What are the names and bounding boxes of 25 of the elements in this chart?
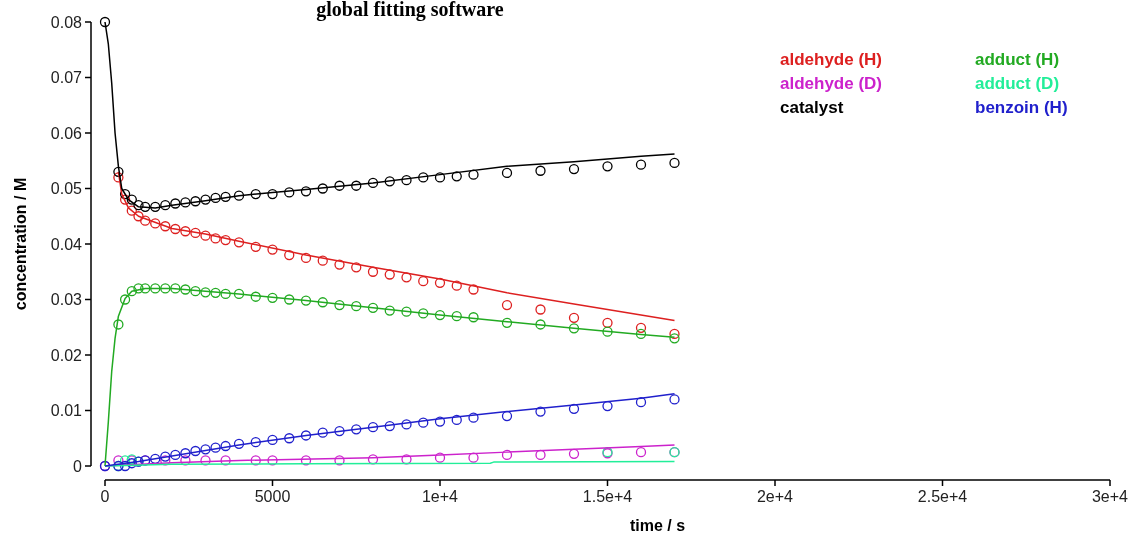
text: aldehyde (D) xyxy=(780,74,883,93)
y-tick-label: 0.01 xyxy=(50,402,83,420)
x-axis-title: time / s xyxy=(629,517,686,534)
chart-title: global fitting software xyxy=(316,0,504,21)
x-tick-label: 1.5e+4 xyxy=(582,488,633,505)
x-tick-label: 1e+4 xyxy=(421,488,459,505)
x-tick-label: 2e+4 xyxy=(756,488,794,505)
text: benzoin (H) xyxy=(975,98,1068,117)
x-tick-label: 3e+4 xyxy=(1091,488,1129,505)
text: adduct (H) xyxy=(975,50,1060,69)
y-tick-label: 0 xyxy=(73,457,83,475)
x-tick-label: 5000 xyxy=(254,488,291,505)
y-tick-label: 0.02 xyxy=(50,346,83,364)
y-tick-label: 0.08 xyxy=(50,13,83,31)
y-tick-label: 0.06 xyxy=(50,124,83,142)
x-tick-label: 0 xyxy=(100,488,110,505)
y-tick-label: 0.04 xyxy=(50,235,83,253)
text: catalyst xyxy=(780,98,844,117)
text: aldehyde (H) xyxy=(780,50,883,69)
text: adduct (D) xyxy=(975,74,1060,93)
y-axis-title: concentration / M xyxy=(12,177,29,311)
y-tick-label: 0.03 xyxy=(50,291,83,309)
x-tick-label: 2.5e+4 xyxy=(917,488,968,505)
y-tick-label: 0.07 xyxy=(50,69,83,87)
y-tick-label: 0.05 xyxy=(50,180,83,198)
